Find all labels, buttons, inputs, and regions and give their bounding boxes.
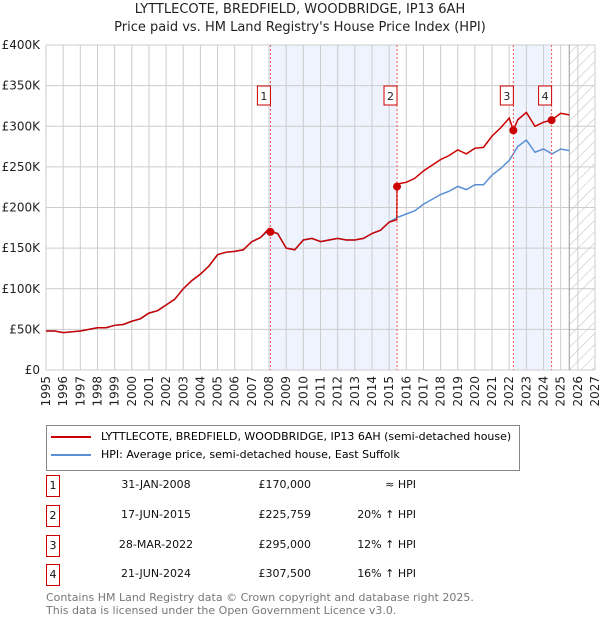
sale-label: 1 <box>260 90 267 103</box>
x-tick-label: 2004 <box>193 376 207 407</box>
sale-date: 31-JAN-2008 <box>121 478 191 491</box>
legend-label-hpi: HPI: Average price, semi-detached house,… <box>101 448 400 461</box>
sale-date: 17-JUN-2015 <box>120 508 192 521</box>
x-tick-label: 2010 <box>296 376 310 407</box>
x-tick-label: 2006 <box>228 376 242 407</box>
x-tick-label: 2012 <box>331 376 345 407</box>
plot-area: 1995 1996 1997 1998 1999 2000 2001 2002 2003 2004… <box>2 38 600 407</box>
y-tick-label: £300K <box>2 119 42 133</box>
x-tick-label: 2007 <box>245 376 259 407</box>
sale-label-box <box>256 85 271 106</box>
sale-marker-box: 1 <box>46 475 60 497</box>
chart-title: LYTTLECOTE, BREDFIELD, WOODBRIDGE, IP13 … <box>134 2 466 17</box>
sale-label-box <box>499 85 514 106</box>
legend-label-property: LYTTLECOTE, BREDFIELD, WOODBRIDGE, IP13 … <box>101 430 512 443</box>
y-tick-label: £400K <box>2 38 42 52</box>
sale-row: 1 31-JAN-2008 £170,000 ≈ HPI <box>46 475 466 497</box>
y-tick-label: £150K <box>2 241 42 255</box>
x-tick-label: 2022 <box>502 376 516 407</box>
sale-price: £170,000 <box>258 478 312 491</box>
legend: LYTTLECOTE, BREDFIELD, WOODBRIDGE, IP13 … <box>46 425 521 471</box>
sale-point <box>509 126 518 135</box>
x-tick-label: 2018 <box>434 376 448 407</box>
x-tick-label: 2003 <box>176 376 190 407</box>
sale-date: 28-MAR-2022 <box>118 538 194 551</box>
x-tick-label: 2008 <box>262 376 276 407</box>
sale-point <box>393 182 402 191</box>
x-tick-label: 2021 <box>485 376 499 407</box>
x-tick-label: 2015 <box>382 376 396 407</box>
sale-row: 2 17-JUN-2015 £225,759 20% ↑ HPI <box>46 505 466 527</box>
sale-price: £295,000 <box>258 538 312 551</box>
sale-row: 4 21-JUN-2024 £307,500 16% ↑ HPI <box>46 564 466 586</box>
x-tick-label: 2023 <box>519 376 533 407</box>
legend-swatch-property <box>51 436 91 438</box>
x-tick-label: 2000 <box>125 376 139 407</box>
sale-label: 2 <box>387 90 394 103</box>
x-tick-label: 2016 <box>399 376 413 407</box>
sale-price: £307,500 <box>258 567 312 580</box>
x-tick-label: 2025 <box>554 376 568 407</box>
sale-price: £225,759 <box>258 508 312 521</box>
x-tick-label: 2027 <box>588 376 600 407</box>
x-tick-label: 2020 <box>468 376 482 407</box>
y-tick-label: £200K <box>2 201 42 215</box>
y-tick-label: £50K <box>9 322 41 336</box>
x-tick-label: 2011 <box>314 376 328 407</box>
sale-hpi-relation: 16% ↑ HPI <box>357 567 416 580</box>
legend-swatch-hpi <box>51 454 91 456</box>
sale-label: 3 <box>503 90 510 103</box>
x-tick-label: 1997 <box>73 376 87 407</box>
footer: Contains HM Land Registry data © Crown c… <box>46 591 474 617</box>
sale-marker-box: 3 <box>46 535 60 557</box>
chart-subtitle: Price paid vs. HM Land Registry's House … <box>114 20 486 35</box>
x-tick-label: 1996 <box>56 376 70 407</box>
y-tick-label: £250K <box>2 160 42 174</box>
sale-row: 3 28-MAR-2022 £295,000 12% ↑ HPI <box>46 535 466 557</box>
x-tick-label: 2009 <box>279 376 293 407</box>
x-tick-label: 2026 <box>571 376 585 407</box>
x-tick-label: 1999 <box>108 376 122 407</box>
x-tick-label: 2002 <box>159 376 173 407</box>
x-tick-label: 2001 <box>142 376 156 407</box>
sale-hpi-relation: 12% ↑ HPI <box>357 538 416 551</box>
property-price-line <box>46 111 570 334</box>
sale-marker-box: 4 <box>46 564 60 586</box>
x-tick-label: 2019 <box>451 376 465 407</box>
sale-point <box>266 227 275 236</box>
sale-marker-box: 2 <box>46 505 60 527</box>
x-tick-label: 1995 <box>39 376 53 407</box>
sale-label-box <box>383 85 398 106</box>
footer-copyright: Contains HM Land Registry data © Crown c… <box>46 591 474 604</box>
x-tick-label: 2005 <box>211 376 225 407</box>
x-tick-label: 2017 <box>416 376 430 407</box>
x-tick-label: 2013 <box>348 376 362 407</box>
x-tick-label: 2024 <box>537 376 551 407</box>
x-tick-label: 1998 <box>90 376 104 407</box>
sale-hpi-relation: ≈ HPI <box>385 478 416 491</box>
x-tick-label: 2014 <box>365 376 379 407</box>
sale-point <box>547 116 556 125</box>
y-tick-label: £0 <box>25 363 40 377</box>
footer-licence: This data is licensed under the Open Gov… <box>46 604 397 617</box>
y-tick-label: £100K <box>2 282 42 296</box>
sale-label: 4 <box>542 90 549 103</box>
sale-date: 21-JUN-2024 <box>120 567 192 580</box>
sale-label-box <box>538 85 553 106</box>
sale-hpi-relation: 20% ↑ HPI <box>357 508 416 521</box>
y-tick-label: £350K <box>2 79 42 93</box>
